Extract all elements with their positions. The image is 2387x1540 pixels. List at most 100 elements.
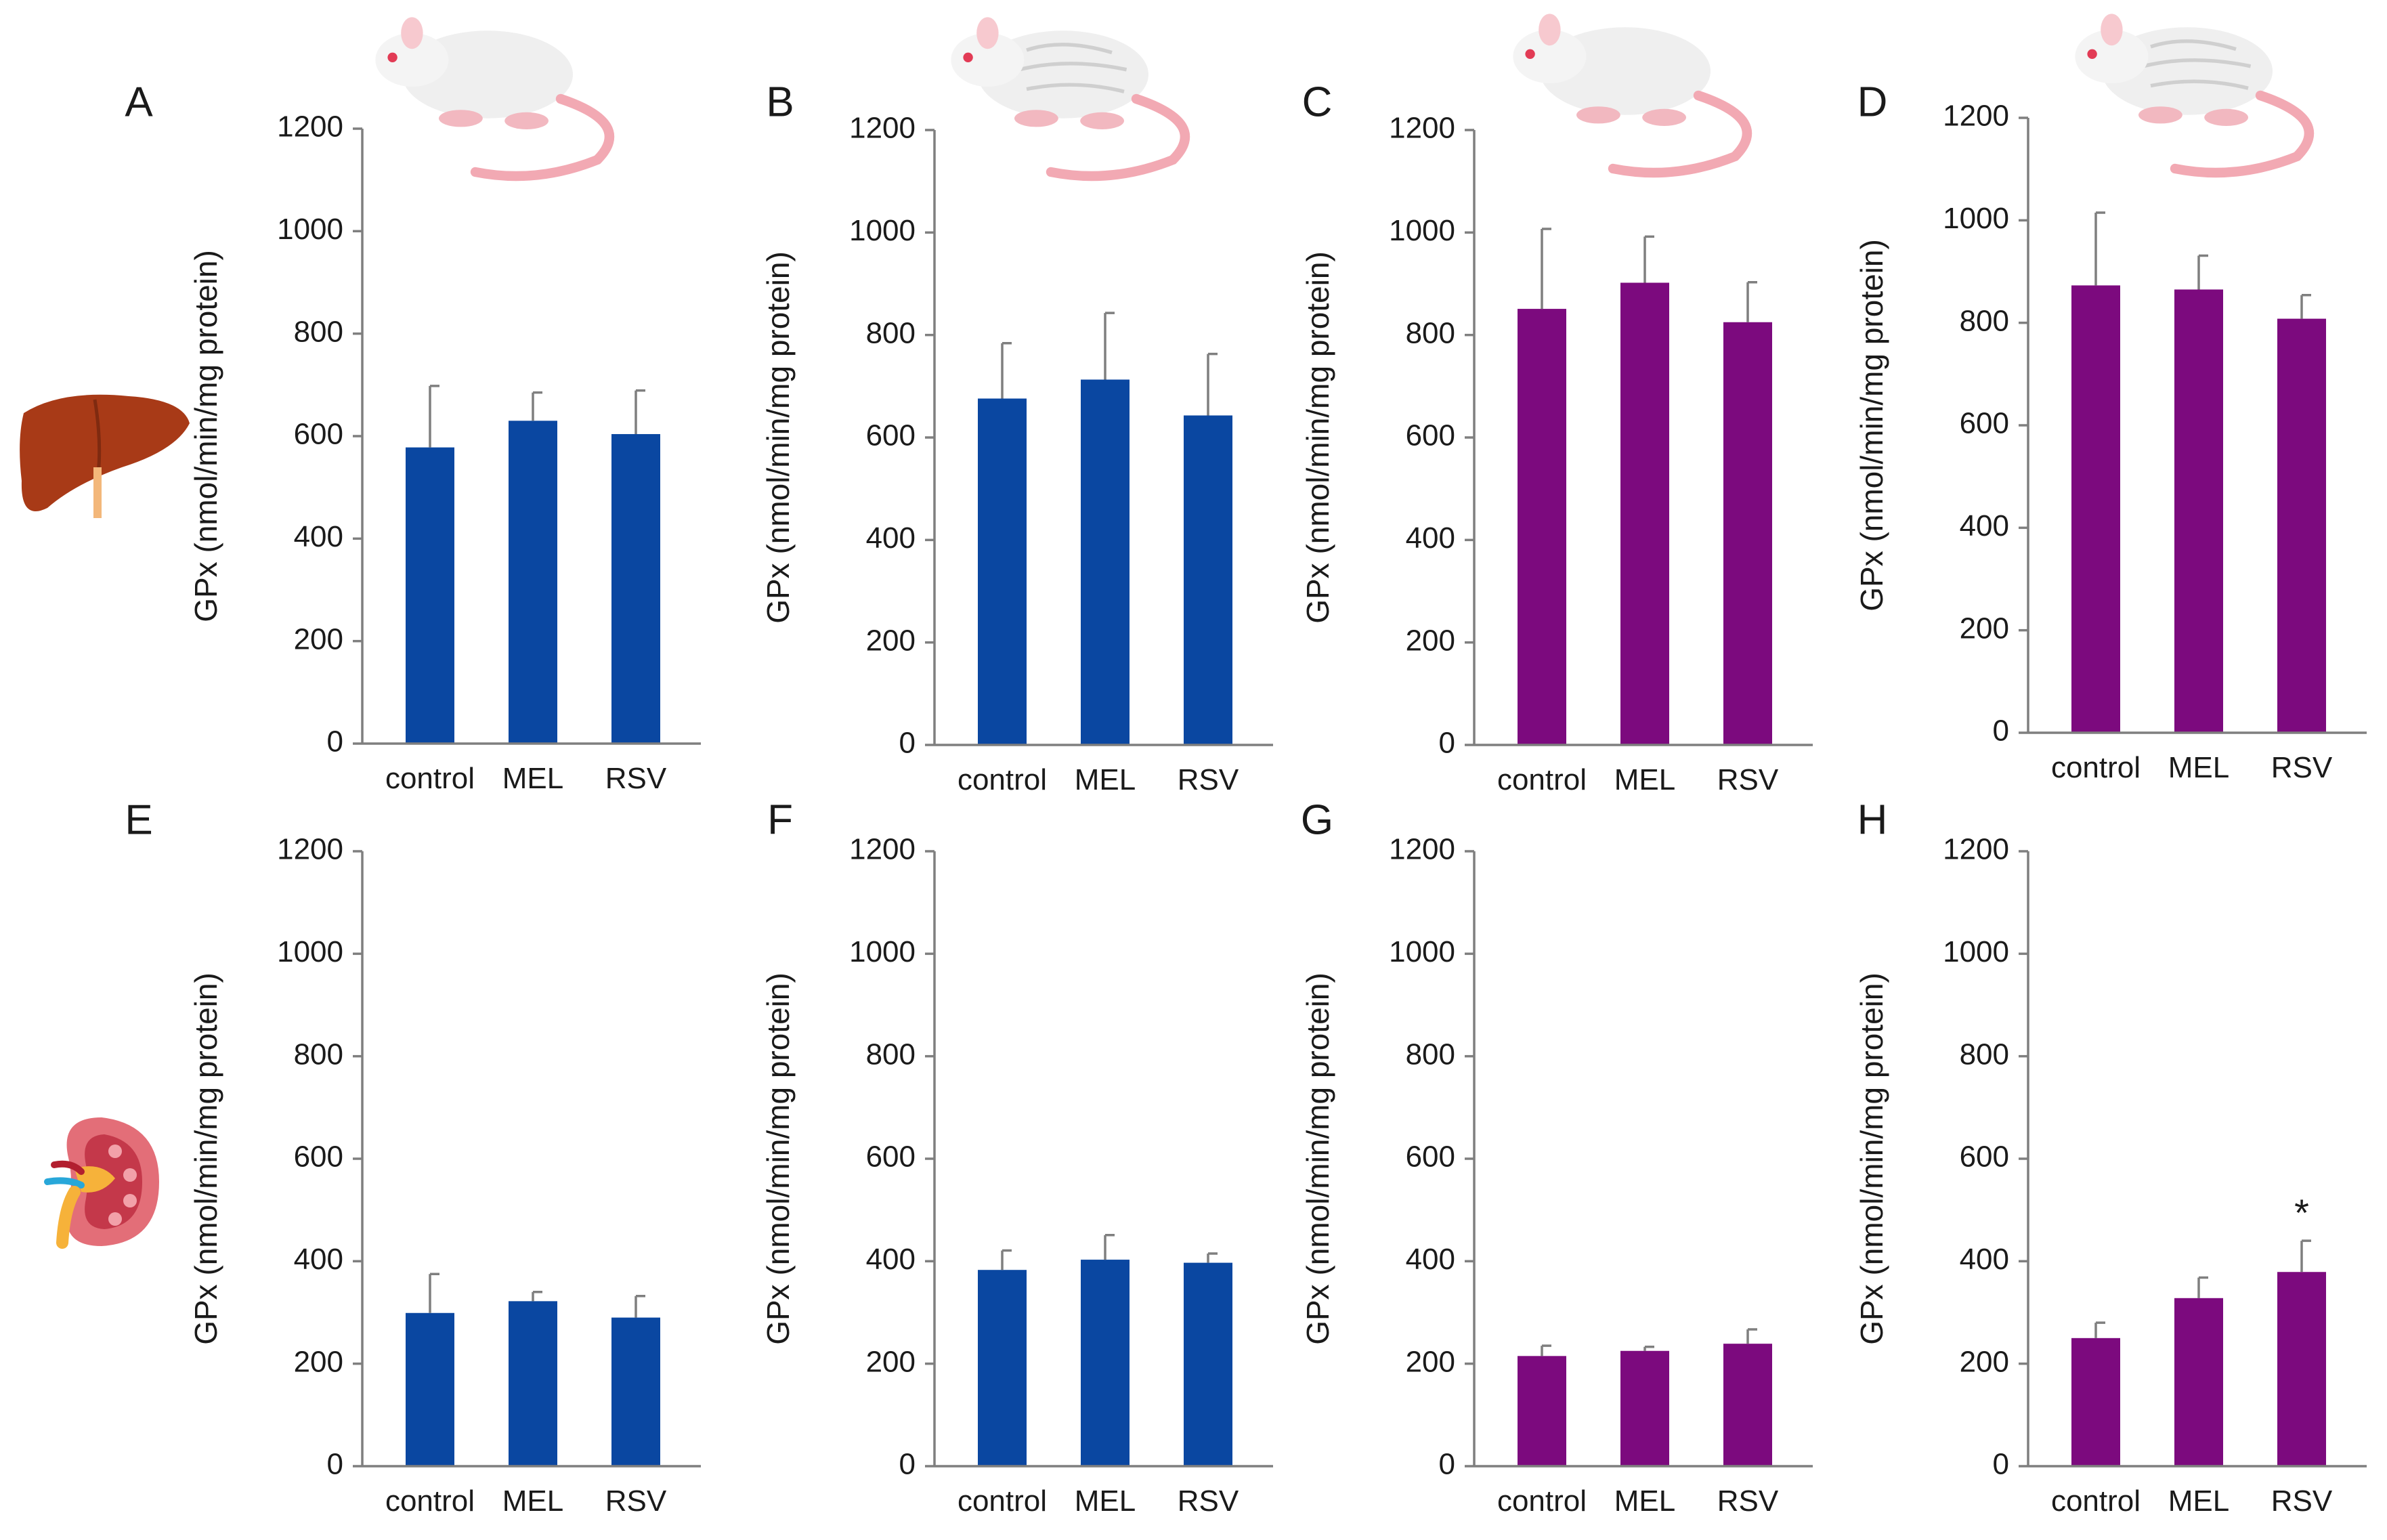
y-tick-label: 400 [294, 520, 343, 553]
y-tick-label: 200 [1406, 1345, 1455, 1378]
y-tick-label: 1200 [1943, 100, 2009, 133]
y-tick-label: 1200 [277, 110, 343, 144]
y-axis-label: GPx (nmol/min/mg protein) [760, 251, 796, 624]
category-label: control [385, 762, 475, 795]
y-tick-label: 600 [1960, 1140, 2009, 1174]
y-tick-label: 800 [866, 1038, 916, 1071]
error-bar [532, 391, 542, 421]
y-tick-label: 600 [1406, 419, 1455, 452]
category-label: MEL [2168, 1484, 2229, 1518]
category-label: control [958, 1484, 1047, 1518]
bar-mel [509, 421, 557, 744]
error-bar [532, 1290, 542, 1302]
error-bar [635, 389, 645, 434]
bar-control [406, 447, 454, 744]
bar-rsv [2277, 318, 2326, 733]
bar-rsv [611, 433, 660, 744]
y-tick-label: 200 [1960, 1345, 2009, 1378]
y-tick-label: 200 [294, 622, 343, 656]
bar-mel [1620, 1350, 1669, 1466]
panel-label: D [1857, 79, 1888, 125]
y-tick-label: 200 [866, 1345, 916, 1378]
y-tick-label: 600 [294, 418, 343, 451]
error-bar [1643, 235, 1654, 283]
error-bar [429, 385, 439, 448]
bar-rsv [1723, 1344, 1772, 1466]
category-label: MEL [502, 1484, 563, 1518]
y-tick-label: 400 [1406, 521, 1455, 555]
category-label: control [958, 763, 1047, 796]
y-tick-label: 0 [1439, 1448, 1455, 1481]
y-axis-label: GPx (nmol/min/mg protein) [188, 250, 223, 622]
error-bar [1746, 280, 1757, 322]
category-label: MEL [502, 762, 563, 795]
category-label: RSV [605, 762, 667, 795]
y-tick-label: 1200 [1389, 833, 1455, 866]
y-tick-label: 400 [1960, 1243, 2009, 1276]
y-tick-label: 600 [294, 1140, 343, 1174]
bar-control [2071, 1338, 2120, 1466]
y-tick-label: 1200 [1389, 112, 1455, 145]
error-bar [635, 1295, 645, 1318]
y-tick-label: 1000 [277, 213, 343, 246]
aged-rat-icon [2075, 14, 2315, 178]
y-tick-label: 600 [866, 1140, 916, 1174]
category-label: MEL [1075, 763, 1136, 796]
y-tick-label: 400 [1406, 1243, 1455, 1276]
y-tick-label: 400 [866, 1243, 916, 1276]
y-tick-label: 1200 [1943, 833, 2009, 866]
y-tick-label: 0 [1993, 1448, 2009, 1481]
error-bar [1001, 1249, 1012, 1270]
bar-mel [1081, 1260, 1130, 1466]
category-label: MEL [1614, 1484, 1675, 1518]
y-tick-label: 0 [1439, 727, 1455, 760]
error-bar [1104, 312, 1115, 380]
category-label: RSV [1717, 763, 1779, 796]
bar-control [978, 398, 1027, 745]
panel-label: C [1302, 79, 1333, 125]
y-tick-label: 1000 [1389, 214, 1455, 247]
error-bar [2300, 1239, 2311, 1272]
y-tick-label: 600 [1406, 1140, 1455, 1174]
y-tick-label: 0 [899, 1448, 916, 1481]
category-label: RSV [605, 1484, 667, 1518]
y-tick-label: 1000 [1943, 202, 2009, 235]
y-axis-label: GPx (nmol/min/mg protein) [188, 972, 223, 1345]
error-bar [1746, 1328, 1757, 1344]
y-tick-label: 400 [1960, 509, 2009, 542]
error-bar [2094, 1321, 2105, 1338]
y-tick-label: 1200 [849, 833, 916, 866]
error-bar [1207, 1252, 1218, 1263]
error-bar [1104, 1233, 1115, 1260]
category-label: RSV [1178, 763, 1239, 796]
y-tick-label: 600 [1960, 407, 2009, 440]
error-bar [1001, 342, 1012, 399]
category-label: RSV [1178, 1484, 1239, 1518]
y-tick-label: 0 [327, 1448, 343, 1481]
error-bar [1541, 1344, 1551, 1356]
y-tick-label: 0 [327, 725, 343, 758]
error-bar [2094, 211, 2105, 286]
error-bar [1207, 352, 1218, 416]
category-label: control [2051, 751, 2141, 784]
y-tick-label: 200 [294, 1345, 343, 1378]
y-tick-label: 200 [1960, 612, 2009, 645]
y-tick-label: 1000 [277, 935, 343, 968]
bar-mel [2174, 289, 2223, 733]
y-tick-label: 1000 [849, 935, 916, 968]
y-tick-label: 800 [1960, 304, 2009, 337]
y-tick-label: 0 [899, 727, 916, 760]
bar-mel [1620, 282, 1669, 745]
bar-rsv [1723, 322, 1772, 745]
liver-icon [20, 394, 190, 518]
y-tick-label: 800 [294, 315, 343, 348]
error-bar [1643, 1345, 1654, 1351]
white-rat-icon [375, 17, 615, 181]
panel-label: F [767, 796, 793, 843]
